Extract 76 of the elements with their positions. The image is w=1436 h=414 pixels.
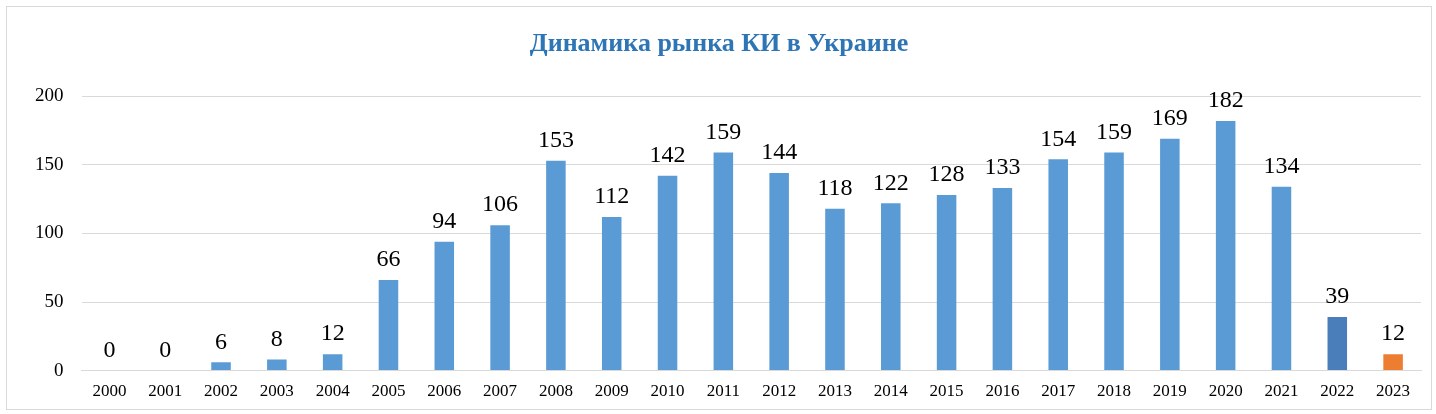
x-tick-label: 2004 (315, 381, 351, 401)
data-label: 39 (1325, 282, 1350, 309)
data-label: 8 (270, 324, 283, 351)
y-tick-label: 0 (54, 358, 64, 380)
x-tick-label: 2022 (1320, 381, 1355, 401)
x-tick-label: 2007 (483, 381, 518, 401)
bar (322, 354, 343, 371)
data-label: 12 (1381, 319, 1406, 346)
data-label: 182 (1207, 86, 1244, 113)
x-tick-label: 2012 (762, 381, 797, 401)
data-label: 154 (1040, 124, 1077, 151)
data-label: 118 (817, 174, 853, 200)
bar (1327, 317, 1348, 371)
bar (601, 216, 622, 371)
bar (1215, 120, 1236, 371)
x-tick-label: 2011 (706, 381, 741, 401)
x-tick-label: 2013 (817, 381, 852, 401)
data-label: 122 (872, 168, 909, 195)
x-tick-label: 2015 (929, 381, 964, 401)
bar (1160, 138, 1180, 371)
bar (992, 188, 1013, 371)
bar (936, 194, 957, 371)
bar (546, 160, 566, 371)
bar (434, 241, 455, 371)
x-tick-label: 2023 (1376, 381, 1411, 401)
x-tick-label: 2003 (259, 381, 294, 401)
y-tick-label: 200 (35, 84, 64, 106)
y-tick-label: 50 (44, 289, 64, 311)
x-tick-label: 2009 (594, 381, 629, 401)
x-tick-label: 2000 (92, 381, 127, 401)
data-label: 144 (761, 138, 798, 165)
x-tick-label: 2006 (427, 381, 462, 401)
bar (825, 208, 845, 371)
data-label: 128 (928, 160, 965, 187)
data-label: 142 (649, 141, 686, 168)
chart-title: Динамика рынка КИ в Украине (529, 28, 909, 58)
bar (378, 280, 399, 371)
bar (1104, 152, 1124, 371)
y-tick-label: 150 (35, 152, 64, 174)
x-tick-label: 2019 (1152, 381, 1187, 401)
data-label: 134 (1263, 152, 1300, 179)
x-tick-label: 2021 (1264, 381, 1299, 401)
data-label: 112 (594, 182, 630, 209)
bar (490, 225, 510, 371)
data-label: 6 (215, 327, 228, 354)
x-tick-label: 2016 (985, 381, 1020, 401)
data-label: 153 (537, 125, 574, 152)
bar (881, 203, 901, 371)
bar (769, 173, 789, 371)
data-label: 159 (705, 117, 742, 144)
x-tick-label: 2014 (873, 381, 909, 401)
x-tick-label: 2008 (538, 381, 573, 401)
bar (713, 152, 734, 371)
x-tick-label: 2018 (1097, 381, 1132, 401)
bar (1271, 186, 1292, 371)
y-tick-label: 100 (35, 221, 64, 243)
data-label: 0 (159, 335, 172, 362)
data-label: 169 (1151, 104, 1188, 131)
bar (657, 175, 678, 371)
data-label: 133 (984, 153, 1021, 180)
data-label: 12 (320, 319, 345, 346)
data-label: 106 (482, 190, 519, 217)
bar (1048, 159, 1068, 371)
bar (1383, 354, 1403, 371)
bar (267, 359, 287, 371)
data-label: 66 (376, 245, 401, 272)
x-tick-label: 2017 (1041, 381, 1076, 401)
x-tick-label: 2010 (650, 381, 685, 401)
bar (211, 362, 231, 371)
data-label: 159 (1096, 117, 1133, 144)
data-label: 0 (103, 335, 116, 362)
data-label: 94 (432, 206, 457, 233)
x-tick-label: 2005 (371, 381, 406, 401)
x-tick-label: 2001 (148, 381, 183, 401)
x-tick-label: 2020 (1208, 381, 1243, 401)
x-tick-label: 2002 (204, 381, 239, 401)
